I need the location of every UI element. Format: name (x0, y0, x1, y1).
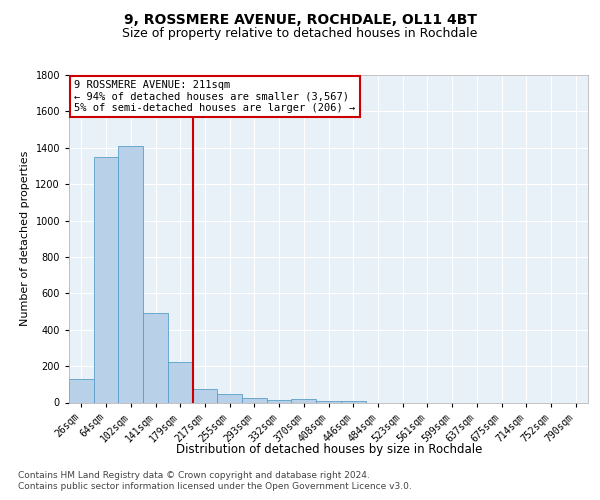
Bar (267, 400, 292, 402)
Text: 9, ROSSMERE AVENUE, ROCHDALE, OL11 4BT: 9, ROSSMERE AVENUE, ROCHDALE, OL11 4BT (124, 12, 476, 26)
Bar (217, 394, 242, 402)
Bar (292, 399, 316, 402)
Text: 9 ROSSMERE AVENUE: 211sqm
← 94% of detached houses are smaller (3,567)
5% of sem: 9 ROSSMERE AVENUE: 211sqm ← 94% of detac… (74, 80, 355, 113)
Bar (69, 379, 94, 402)
Text: Contains public sector information licensed under the Open Government Licence v3: Contains public sector information licen… (18, 482, 412, 491)
Bar (168, 362, 193, 403)
Text: Contains HM Land Registry data © Crown copyright and database right 2024.: Contains HM Land Registry data © Crown c… (18, 471, 370, 480)
Bar (143, 314, 168, 402)
Y-axis label: Number of detached properties: Number of detached properties (20, 151, 30, 326)
Bar (316, 400, 341, 402)
Bar (94, 157, 118, 402)
Bar (118, 146, 143, 403)
Text: Distribution of detached houses by size in Rochdale: Distribution of detached houses by size … (176, 442, 482, 456)
Bar (193, 389, 217, 402)
Bar (341, 400, 365, 402)
Text: Size of property relative to detached houses in Rochdale: Size of property relative to detached ho… (122, 28, 478, 40)
Bar (242, 398, 267, 402)
